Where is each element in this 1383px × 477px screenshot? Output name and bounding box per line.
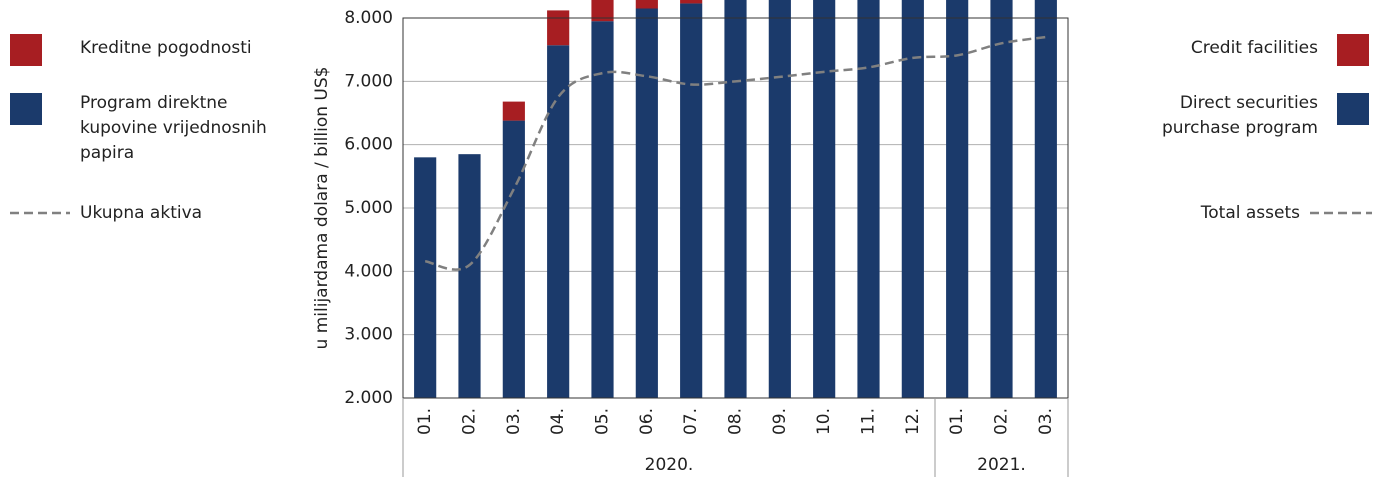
bar (680, 3, 703, 399)
x-tick-label: 12. (903, 408, 923, 435)
line (424, 35, 1047, 271)
legend-text: Direct securities purchase program (1161, 93, 1318, 138)
legend-swatch (1337, 34, 1369, 66)
x-tick-label: 10. (814, 408, 834, 435)
x-tick-label: 11. (859, 408, 879, 435)
y-tick-label: 5.000 (344, 198, 393, 218)
bar (1034, 0, 1057, 398)
x-tick-label: 09. (770, 408, 790, 435)
bar (857, 0, 880, 398)
x-tick-label: 02. (992, 408, 1012, 435)
y-tick-label: 3.000 (344, 325, 393, 345)
x-tick-label: 05. (593, 408, 613, 435)
legend-label: Credit facilities (1190, 38, 1318, 58)
plot-frame (402, 17, 1069, 399)
bar (547, 45, 570, 398)
bar (635, 8, 658, 398)
bar (458, 154, 481, 398)
y-tick-label: 6.000 (344, 135, 393, 155)
legend-swatch (1337, 93, 1369, 125)
x-tick-label: 03. (1036, 408, 1056, 435)
bar (502, 101, 525, 121)
bar (813, 0, 836, 399)
x-tick-label: 02. (460, 408, 480, 435)
x-tick-label: 01. (415, 408, 435, 435)
x-tick-label: 03. (504, 408, 524, 435)
bar (635, 0, 658, 9)
bar (768, 0, 791, 399)
bar (591, 0, 614, 22)
x-tick-label: 06. (637, 408, 657, 435)
bar (901, 0, 924, 399)
y-axis-label: u milijardama dolara / billion US$ (312, 67, 332, 350)
bar (547, 10, 570, 46)
x-tick-label: 01. (947, 408, 967, 435)
legend-label: Kreditne pogodnosti (80, 38, 252, 58)
y-tick-label: 8.000 (344, 8, 393, 28)
bar (502, 120, 525, 398)
legend-label: Total assets (1200, 203, 1300, 223)
y-tick-label: 2.000 (344, 388, 393, 408)
bar (680, 0, 703, 4)
bar (591, 21, 614, 399)
bar (724, 0, 747, 398)
bar (414, 157, 437, 398)
y-tick-label: 7.000 (344, 71, 393, 91)
x-tick-label: 07. (681, 408, 701, 435)
legend-label: Program direktne kupovine vrijednosnih p… (80, 93, 267, 163)
bar (946, 0, 969, 399)
legend-label: Ukupna aktiva (80, 203, 203, 223)
group-label: 2020. (645, 455, 694, 475)
bar (990, 0, 1013, 399)
group-label: 2021. (977, 455, 1026, 475)
legend-swatch (10, 34, 42, 66)
y-tick-label: 4.000 (344, 261, 393, 281)
legend-swatch (10, 93, 42, 125)
x-tick-label: 04. (548, 408, 568, 435)
legend-label: Direct securities purchase program (1108, 91, 1318, 141)
x-tick-label: 08. (726, 408, 746, 435)
